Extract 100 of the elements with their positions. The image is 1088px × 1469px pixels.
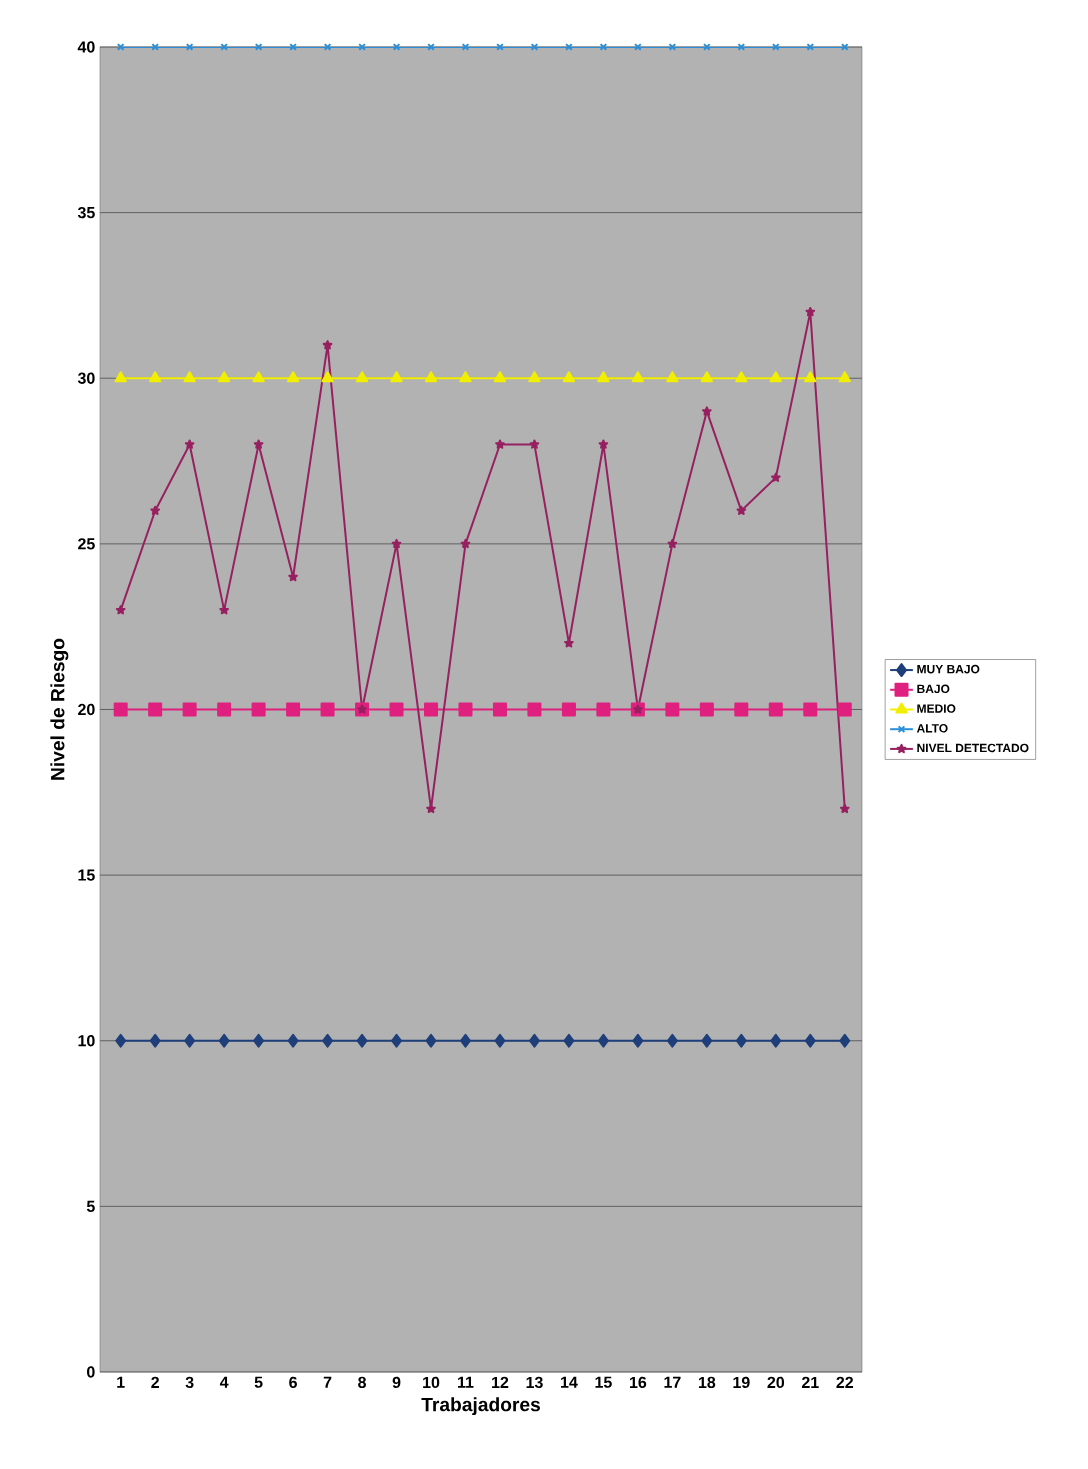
point [769, 371, 783, 383]
point [322, 340, 333, 350]
point [734, 702, 749, 717]
point [182, 702, 197, 717]
x-tick-label: 19 [733, 1376, 750, 1389]
point [563, 1033, 575, 1048]
point [115, 1033, 127, 1048]
point [492, 702, 507, 717]
point [460, 538, 471, 549]
x-tick-label: 8 [358, 1376, 367, 1389]
point [804, 371, 817, 383]
y-tick-label: 15 [78, 869, 95, 881]
point [804, 1033, 816, 1048]
point [494, 1033, 506, 1048]
point [113, 702, 128, 717]
point [666, 1033, 678, 1048]
point [839, 803, 850, 814]
y-tick-label: 35 [77, 206, 95, 219]
point [529, 439, 540, 449]
point [665, 702, 680, 717]
legend-label: ALTO [916, 724, 948, 733]
point [493, 371, 507, 383]
x-tick-label: 18 [698, 1376, 716, 1389]
point [597, 1033, 609, 1048]
point [528, 371, 541, 383]
y-tick-label: 20 [78, 703, 95, 716]
point [735, 371, 748, 383]
x-tick-label: 20 [767, 1376, 785, 1389]
point [251, 702, 266, 717]
point [320, 702, 335, 717]
point [562, 371, 576, 383]
y-tick-label: 0 [87, 1366, 95, 1378]
point [735, 1033, 747, 1048]
point [219, 605, 229, 615]
legend-label: BAJO [917, 684, 950, 694]
point [424, 371, 438, 383]
x-tick-label: 11 [458, 1376, 474, 1388]
x-tick-label: 22 [836, 1376, 854, 1388]
x-tick-label: 9 [392, 1376, 401, 1389]
point [252, 371, 265, 383]
y-tick-label: 10 [78, 1035, 95, 1047]
point [148, 371, 162, 383]
point [390, 371, 403, 383]
point [185, 43, 194, 51]
point [149, 1033, 161, 1048]
point [839, 1033, 851, 1048]
x-tick-label: 1 [117, 1376, 125, 1388]
point [389, 702, 404, 717]
point [391, 1033, 403, 1048]
point [321, 371, 334, 383]
point [700, 371, 714, 383]
point [355, 371, 369, 383]
point [217, 702, 232, 717]
point [527, 702, 542, 717]
x-tick-label: 12 [492, 1376, 509, 1388]
x-tick-label: 3 [185, 1376, 194, 1389]
point [770, 1033, 782, 1048]
point [668, 43, 677, 51]
point [805, 306, 816, 317]
point [803, 702, 818, 717]
point [838, 371, 851, 383]
x-tick-label: 7 [323, 1376, 332, 1388]
point [115, 605, 126, 615]
point [459, 1033, 471, 1048]
point [217, 371, 231, 383]
point [666, 371, 679, 383]
point [458, 702, 473, 717]
point [286, 371, 300, 383]
point [632, 1033, 644, 1048]
point [253, 439, 264, 449]
point [736, 505, 747, 515]
point [528, 1033, 540, 1048]
point [286, 702, 301, 717]
x-tick-label: 10 [423, 1376, 440, 1389]
x-tick-label: 16 [629, 1376, 647, 1389]
y-tick-label: 25 [78, 538, 95, 550]
point [391, 538, 402, 549]
point [771, 472, 781, 482]
point [114, 371, 127, 383]
x-tick-label: 4 [219, 1376, 229, 1388]
y-axis-title: Nivel de Riesgo [50, 638, 69, 780]
x-tick-label: 14 [561, 1376, 578, 1388]
point [667, 538, 678, 549]
point [596, 702, 611, 717]
x-axis-title: Trabajadores [421, 1397, 540, 1416]
point [322, 1033, 334, 1048]
y-tick-label: 30 [77, 372, 95, 384]
point [184, 1033, 196, 1048]
point [702, 406, 712, 416]
legend-label: MEDIO [917, 704, 956, 713]
legend-label: MUY BAJO [917, 664, 980, 674]
point [768, 702, 783, 717]
point [598, 439, 609, 449]
point [356, 1033, 368, 1048]
point [184, 439, 195, 449]
point [837, 702, 852, 717]
point [424, 702, 439, 717]
x-tick-label: 5 [254, 1376, 263, 1388]
point [253, 1033, 265, 1048]
y-tick-label: 40 [77, 41, 95, 53]
